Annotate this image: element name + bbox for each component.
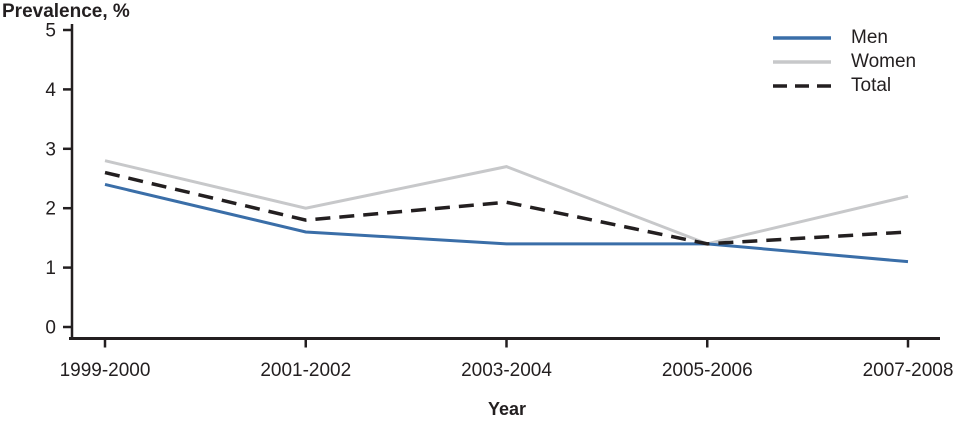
y-tick-label: 0 bbox=[45, 318, 56, 339]
x-tick-label: 2003-2004 bbox=[461, 360, 552, 381]
legend-item-men: Men bbox=[773, 26, 916, 50]
legend-label-total: Total bbox=[851, 75, 892, 96]
y-axis-title: Prevalence, % bbox=[2, 1, 130, 22]
legend-label-men: Men bbox=[851, 27, 888, 48]
x-tick-label: 1999-2000 bbox=[60, 360, 151, 381]
y-tick-label: 2 bbox=[45, 199, 56, 220]
series-line-total bbox=[104, 170, 909, 246]
legend: Men Women Total bbox=[773, 26, 916, 98]
x-axis-title: Year bbox=[487, 399, 527, 419]
y-tick-label: 4 bbox=[45, 80, 56, 101]
women-line-swatch bbox=[773, 60, 831, 64]
y-tick-label: 1 bbox=[45, 258, 56, 279]
y-tick-label: 3 bbox=[45, 139, 56, 160]
x-tick-label: 2001-2002 bbox=[260, 360, 351, 381]
x-tick-label: 2007-2008 bbox=[863, 360, 954, 381]
y-tick-label: 5 bbox=[45, 21, 56, 42]
x-tick-label: 2005-2006 bbox=[662, 360, 753, 381]
legend-item-women: Women bbox=[773, 50, 916, 74]
legend-label-women: Women bbox=[851, 51, 917, 72]
series-line-men bbox=[104, 182, 909, 264]
series-line-women bbox=[104, 159, 909, 246]
total-line-swatch bbox=[773, 84, 831, 88]
legend-item-total: Total bbox=[773, 74, 916, 98]
men-line-swatch bbox=[773, 36, 831, 40]
